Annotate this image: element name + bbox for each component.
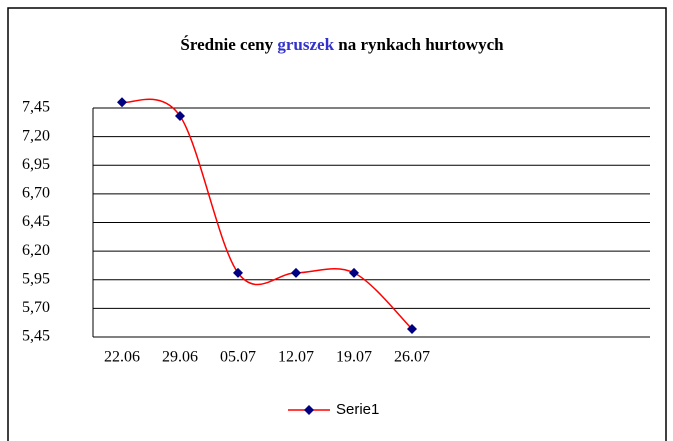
title-part: na rynkach hurtowych (338, 35, 504, 54)
data-point (233, 267, 243, 278)
x-tick-label: 19.07 (336, 349, 372, 366)
data-point (175, 111, 185, 122)
y-tick-label: 5,95 (22, 270, 50, 287)
y-tick-label: 5,70 (22, 299, 50, 316)
y-tick-label: 7,20 (22, 127, 50, 144)
y-tick-label: 6,95 (22, 156, 50, 173)
title-highlight: gruszek (277, 35, 334, 54)
y-tick-label: 6,70 (22, 185, 50, 202)
data-point (117, 97, 127, 108)
y-tick-label: 6,20 (22, 242, 50, 259)
y-tick-label: 6,45 (22, 213, 50, 230)
series-line (121, 98, 413, 330)
chart-frame (7, 7, 667, 441)
legend-marker (304, 405, 314, 415)
y-tick-label: 7,45 (22, 99, 50, 116)
y-tick-label: 5,45 (22, 328, 50, 345)
legend-label: Serie1 (336, 401, 379, 418)
x-tick-label: 05.07 (220, 349, 256, 366)
data-point (291, 267, 301, 278)
chart-title: Średnie ceny gruszek na rynkach hurtowyc… (180, 35, 504, 54)
title-part: Średnie ceny (180, 35, 273, 54)
x-tick-label: 22.06 (104, 349, 140, 366)
x-tick-label: 12.07 (278, 349, 314, 366)
data-point (407, 323, 417, 334)
data-point (349, 267, 359, 278)
x-tick-label: 26.07 (394, 349, 430, 366)
x-tick-label: 29.06 (162, 349, 198, 366)
